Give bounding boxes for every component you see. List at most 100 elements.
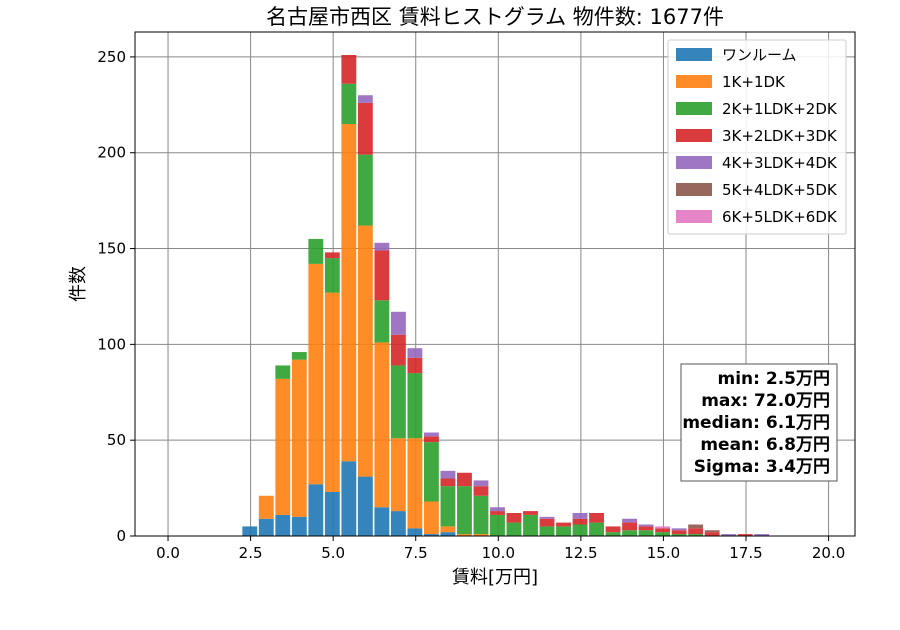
bar-segment bbox=[638, 530, 654, 536]
bar-segment bbox=[407, 357, 423, 374]
stats-line: median: 6.1万円 bbox=[682, 413, 830, 433]
stats-line: min: 2.5万円 bbox=[718, 369, 830, 389]
bar-segment bbox=[242, 526, 258, 536]
bar-segment bbox=[308, 263, 324, 485]
bar-segment bbox=[556, 526, 571, 536]
bar-segment bbox=[440, 470, 456, 479]
bar-segment bbox=[440, 478, 456, 487]
bar-segment bbox=[308, 238, 324, 264]
bar-segment bbox=[704, 532, 720, 536]
bar-segment bbox=[523, 514, 538, 536]
bar-segment bbox=[390, 438, 406, 512]
legend-swatch bbox=[676, 75, 712, 88]
bar-segment bbox=[605, 532, 621, 536]
bar-segment bbox=[374, 507, 390, 536]
bar-segment bbox=[473, 495, 489, 535]
bar-segment bbox=[258, 518, 274, 536]
legend-label: 1K+1DK bbox=[722, 73, 786, 91]
bar-segment bbox=[390, 334, 406, 366]
bar-segment bbox=[324, 258, 340, 293]
y-axis-label: 件数 bbox=[68, 266, 89, 302]
bar-segment bbox=[275, 365, 291, 379]
bar-segment bbox=[523, 511, 538, 515]
bar-segment bbox=[357, 476, 373, 536]
bar-segment bbox=[473, 534, 489, 536]
bar-segment bbox=[622, 518, 638, 523]
bar-segment bbox=[341, 461, 357, 536]
bar-segment bbox=[572, 518, 588, 525]
bar-segment bbox=[324, 252, 340, 259]
bar-segment bbox=[506, 522, 522, 536]
bar-segment bbox=[407, 373, 423, 439]
bar-segment bbox=[539, 518, 555, 527]
y-tick-label: 50 bbox=[107, 431, 126, 449]
bar-segment bbox=[324, 491, 340, 536]
bar-segment bbox=[374, 242, 390, 251]
bar-segment bbox=[390, 511, 406, 536]
bar-segment bbox=[457, 472, 472, 487]
x-axis-ticks: 0.0 2.5 5.0 7.5 10.0 12.5 15.0 17.5 20.0 bbox=[156, 536, 845, 562]
bar-segment bbox=[407, 528, 423, 536]
y-tick-label: 200 bbox=[97, 144, 126, 162]
bar-segment bbox=[473, 480, 489, 487]
bars-group bbox=[242, 54, 770, 536]
y-axis-ticks: 0 50 100 150 200 250 bbox=[97, 48, 135, 545]
chart-title: 名古屋市西区 賃料ヒストグラム 物件数: 1677件 bbox=[266, 5, 724, 29]
bar-segment bbox=[357, 102, 373, 155]
bar-segment bbox=[374, 342, 390, 508]
y-tick-label: 250 bbox=[97, 48, 126, 66]
legend-swatch bbox=[676, 156, 712, 169]
bar-segment bbox=[423, 436, 439, 443]
legend-label: 3K+2LDK+3DK bbox=[722, 127, 838, 145]
bar-segment bbox=[737, 534, 753, 536]
y-tick-label: 100 bbox=[97, 335, 126, 353]
bar-segment bbox=[341, 123, 357, 462]
bar-segment bbox=[291, 352, 307, 360]
bar-segment bbox=[341, 54, 357, 84]
bar-segment bbox=[308, 484, 324, 536]
bar-segment bbox=[655, 526, 671, 529]
bar-segment bbox=[638, 526, 654, 531]
x-tick-label: 10.0 bbox=[482, 544, 515, 562]
bar-segment bbox=[407, 438, 423, 529]
bar-segment bbox=[423, 442, 439, 502]
bar-segment bbox=[556, 522, 571, 527]
bar-segment bbox=[258, 495, 274, 519]
bar-segment bbox=[589, 513, 604, 523]
bar-segment bbox=[572, 524, 588, 536]
bar-segment bbox=[539, 516, 555, 519]
legend-label: 5K+4LDK+5DK bbox=[722, 181, 838, 199]
bar-segment bbox=[275, 378, 291, 515]
bar-segment bbox=[671, 534, 687, 536]
bar-segment bbox=[473, 486, 489, 496]
bar-segment bbox=[440, 532, 456, 536]
bar-segment bbox=[357, 225, 373, 477]
legend-label: ワンルーム bbox=[722, 46, 797, 64]
bar-segment bbox=[688, 524, 704, 529]
bar-segment bbox=[423, 501, 439, 535]
bar-segment bbox=[539, 526, 555, 536]
bar-segment bbox=[605, 526, 621, 533]
bar-segment bbox=[275, 514, 291, 536]
bar-segment bbox=[589, 522, 604, 536]
bar-segment bbox=[688, 534, 704, 536]
bar-segment bbox=[655, 528, 671, 533]
x-tick-label: 5.0 bbox=[321, 544, 345, 562]
legend-swatch bbox=[676, 129, 712, 142]
bar-segment bbox=[704, 530, 720, 533]
bar-segment bbox=[291, 359, 307, 517]
bar-segment bbox=[390, 365, 406, 439]
bar-segment bbox=[423, 534, 439, 536]
legend-label: 4K+3LDK+4DK bbox=[722, 154, 838, 172]
y-tick-label: 0 bbox=[116, 527, 126, 545]
bar-segment bbox=[440, 526, 456, 533]
stats-line: mean: 6.8万円 bbox=[700, 435, 830, 455]
x-tick-label: 0.0 bbox=[156, 544, 180, 562]
bar-segment bbox=[490, 507, 505, 512]
legend-label: 6K+5LDK+6DK bbox=[722, 208, 838, 226]
bar-segment bbox=[622, 530, 638, 536]
stats-frame bbox=[680, 363, 838, 482]
bar-segment bbox=[440, 486, 456, 527]
plot-area-frame bbox=[134, 31, 856, 537]
